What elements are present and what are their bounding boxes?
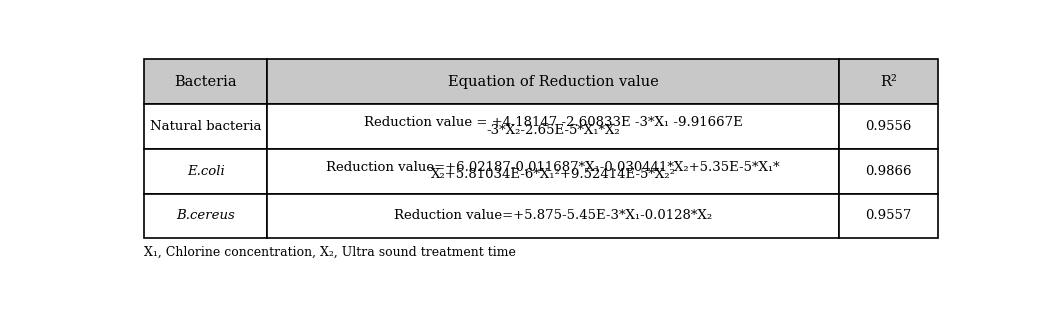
Bar <box>145 59 267 104</box>
Text: Equation of Reduction value: Equation of Reduction value <box>448 75 659 89</box>
Text: Natural bacteria: Natural bacteria <box>150 120 262 133</box>
Text: R²: R² <box>880 75 897 89</box>
Bar <box>267 149 838 194</box>
Text: X₁, Chlorine concentration, X₂, Ultra sound treatment time: X₁, Chlorine concentration, X₂, Ultra so… <box>145 246 516 259</box>
Bar <box>838 194 938 238</box>
Text: E.coli: E.coli <box>187 165 225 178</box>
Text: Reduction value=+5.875-5.45E-3*X₁-0.0128*X₂: Reduction value=+5.875-5.45E-3*X₁-0.0128… <box>394 209 712 223</box>
Text: 0.9557: 0.9557 <box>865 209 911 223</box>
Text: Reduction value = +4.18147 -2.60833E -3*X₁ -9.91667E: Reduction value = +4.18147 -2.60833E -3*… <box>363 116 742 129</box>
Bar <box>267 59 838 104</box>
Bar <box>838 149 938 194</box>
Bar <box>145 194 267 238</box>
Bar <box>838 59 938 104</box>
Text: 0.9556: 0.9556 <box>865 120 911 133</box>
Text: Bacteria: Bacteria <box>174 75 238 89</box>
Bar <box>267 194 838 238</box>
Bar <box>838 104 938 149</box>
Bar <box>145 149 267 194</box>
Text: B.cereus: B.cereus <box>176 209 235 223</box>
Text: X₂+5.81034E-6*X₁²+9.52414E-5*X₂²: X₂+5.81034E-6*X₁²+9.52414E-5*X₂² <box>431 168 676 181</box>
Text: 0.9866: 0.9866 <box>865 165 911 178</box>
Bar <box>145 104 267 149</box>
Bar <box>267 104 838 149</box>
Text: -3*X₂-2.65E-5*X₁*X₂: -3*X₂-2.65E-5*X₁*X₂ <box>486 124 620 137</box>
Text: Reduction value=+6.02187-0.011687*X₁-0.030441*X₂+5.35E-5*X₁*: Reduction value=+6.02187-0.011687*X₁-0.0… <box>326 161 780 174</box>
